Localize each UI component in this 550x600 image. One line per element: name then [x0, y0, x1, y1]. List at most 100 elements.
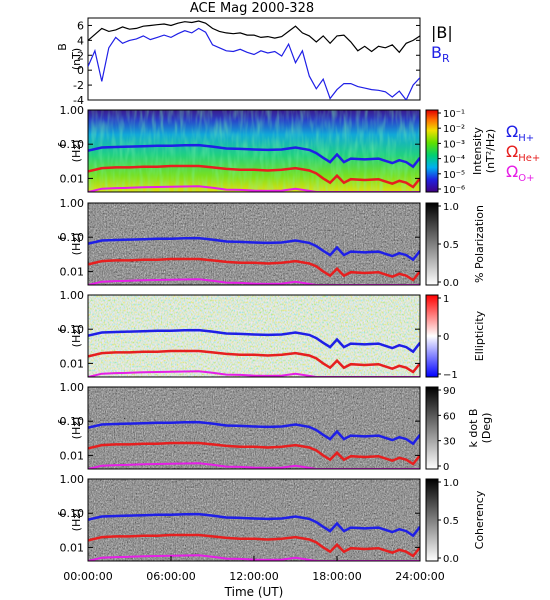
colorbar-tick-label: 0 [443, 462, 449, 473]
x-axis: 00:00:00 06:00:00 12:00:00 18:00:00 24:00:00 [63, 556, 445, 583]
x-tick-label: 06:00:00 [146, 570, 195, 583]
colorbar-tick-label: 10⁻⁵ [443, 170, 465, 181]
y-tick-label: 0.10 [60, 231, 85, 244]
colorbar-label-unit: (Deg) [480, 413, 493, 444]
cyclotron-line-Oplus [88, 554, 420, 561]
colorbar-tick-label: 0.0 [443, 278, 459, 289]
colorbar-tick-label: 0.0 [443, 554, 459, 565]
plot-frame [87, 109, 421, 193]
cyclotron-line-Heplus [88, 257, 420, 282]
colorbar-label: Ellipticity [473, 310, 486, 361]
legend-absB: |B| [431, 23, 453, 42]
cyclotron-line-Heplus [88, 441, 420, 466]
plot-frame [87, 17, 421, 101]
panel-magnetic-field: -4 -2 0 2 4 6 B (nT) |B| BR [56, 17, 453, 107]
cyclotron-line-Heplus [88, 533, 420, 558]
y-tick-label: 0.01 [60, 265, 85, 278]
y-axis-label-unit: (Hz) [70, 325, 83, 348]
cyclotron-line-Oplus [88, 370, 420, 377]
y-tick-label: 1.00 [60, 197, 85, 210]
cyclotron-line-Hplus [88, 236, 420, 262]
spectrogram-panel-3: 1.00 0.10 0.01 f (Hz) 1 0 −1 Ellipticity [56, 289, 486, 381]
spectrogram-texture [88, 110, 420, 192]
y-axis-label-main: f [56, 327, 69, 332]
colorbar-tick-label: 30 [443, 437, 456, 448]
x-axis-title: Time (UT) [224, 585, 284, 599]
y-tick-label: 0.01 [60, 449, 85, 462]
spectrogram-panels: 1.000.100.01f (Hz)10⁻¹10⁻²10⁻³10⁻⁴10⁻⁵10⁻… [56, 104, 497, 565]
y-tick-label: -4 [73, 94, 84, 107]
cyclotron-line-Hplus [88, 143, 420, 169]
series-line-BR [88, 27, 420, 100]
colorbar-tick-label: 1 [443, 294, 449, 305]
plot-frame [87, 202, 421, 286]
x-tick-label: 24:00:00 [395, 570, 444, 583]
y-axis-label-unit: (Hz) [70, 509, 83, 532]
colorbar-tick-label: 0.5 [443, 516, 459, 527]
y-axis-label-unit: (nT) [70, 48, 83, 70]
colorbar-label-unit: (nT²/Hz) [484, 129, 497, 173]
legend-omega-h: ΩH+ [506, 122, 534, 144]
y-tick-label: 1.00 [60, 473, 85, 486]
y-tick-label: 2 [77, 49, 84, 62]
x-tick-label: 18:00:00 [312, 570, 361, 583]
cyclotron-legend: ΩH+ ΩHe+ ΩO+ [506, 122, 540, 184]
y-tick-label: 1.00 [60, 104, 85, 117]
colorbar-tick-label: 10⁻² [443, 124, 465, 135]
y-tick-label: 0.10 [60, 138, 85, 151]
y-tick-label: 0.01 [60, 172, 85, 185]
legend-omega-o: ΩO+ [506, 162, 534, 184]
cyclotron-line-Oplus [88, 278, 420, 285]
y-tick-label: -2 [73, 79, 84, 92]
y-tick-label: 1.00 [60, 289, 85, 302]
y-axis-label-main: f [56, 419, 69, 424]
plot-frame [87, 386, 421, 470]
plot-frame [87, 294, 421, 378]
spectrogram-panel-2: 1.00 0.10 0.01 f (Hz) 1.0 0.5 0.0 % Polarization [56, 197, 486, 289]
y-axis-label-unit: (Hz) [70, 140, 83, 163]
spectrogram-texture [88, 479, 420, 561]
y-axis-label-unit: (Hz) [70, 233, 83, 256]
colorbar [425, 478, 439, 562]
y-tick-label: 1.00 [60, 381, 85, 394]
colorbar-tick-label: 10⁻¹ [443, 109, 465, 120]
colorbar [425, 386, 439, 470]
colorbar-tick-label: 10⁻⁴ [443, 155, 465, 166]
legend-BR: BR [431, 43, 450, 65]
colorbar-tick-label: −1 [443, 370, 458, 381]
cyclotron-line-Oplus [88, 462, 420, 469]
cyclotron-line-Oplus [88, 185, 420, 192]
colorbar-tick-label: 1.0 [443, 478, 459, 489]
x-tick-label: 12:00:00 [229, 570, 278, 583]
y-tick-label: 0.01 [60, 541, 85, 554]
y-tick-label: 4 [77, 34, 84, 47]
spectrogram-texture [88, 203, 420, 285]
colorbar-label: Coherency [473, 490, 486, 549]
colorbar-tick-label: 10⁻⁶ [443, 185, 465, 196]
y-tick-label: 6 [77, 19, 84, 32]
x-tick-label: 00:00:00 [63, 570, 112, 583]
spectrogram-panel-1: 1.00 0.10 0.01 f (Hz) 10⁻¹ 10⁻² 10⁻³ 10⁻⁴ 10⁻⁵ 10⁻… [56, 104, 497, 196]
colorbar-label: Intensity [471, 127, 484, 175]
colorbar-tick-label: 0 [443, 332, 449, 343]
series-line-absB [88, 20, 420, 54]
cyclotron-line-Hplus [88, 420, 420, 446]
cyclotron-line-Heplus [88, 164, 420, 189]
cyclotron-line-Heplus [88, 349, 420, 374]
y-tick-label: 0.10 [60, 507, 85, 520]
y-axis-label-main: f [56, 142, 69, 147]
spectrogram-texture [88, 387, 420, 469]
colorbar-tick-label: 10⁻³ [443, 139, 465, 150]
spectrogram-texture-blue [88, 295, 420, 377]
y-tick-label: 0.01 [60, 357, 85, 370]
y-tick-label: 0.10 [60, 323, 85, 336]
colorbar [425, 109, 439, 193]
colorbar-label: % Polarization [473, 205, 486, 283]
colorbar-tick-label: 1.0 [443, 202, 459, 213]
colorbar [425, 294, 439, 378]
cyclotron-line-Hplus [88, 512, 420, 538]
y-tick-label: 0.10 [60, 415, 85, 428]
colorbar-tick-label: 90 [443, 386, 456, 397]
y-axis-label-main: f [56, 511, 69, 516]
